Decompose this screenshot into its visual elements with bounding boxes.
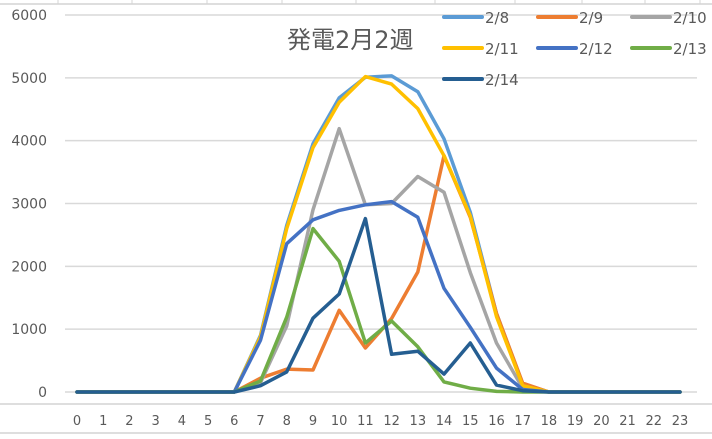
x-tick-label: 23	[672, 414, 689, 429]
series-line-2-9	[75, 153, 682, 394]
series-line-2-10	[75, 126, 682, 394]
legend-label: 2/14	[485, 71, 519, 89]
x-tick-label: 4	[178, 414, 186, 429]
x-tick-label: 3	[152, 414, 160, 429]
x-tick-label: 20	[593, 414, 610, 429]
legend-label: 2/11	[485, 40, 519, 58]
legend-item-2-8: 2/8	[442, 9, 509, 27]
x-tick-label: 13	[410, 414, 427, 429]
x-tick-label: 5	[204, 414, 212, 429]
legend-item-2-13: 2/13	[630, 40, 707, 58]
x-tick-label: 7	[256, 414, 264, 429]
x-tick-label: 1	[99, 414, 107, 429]
x-axis-tick-labels: 0 1 2 3 4 5 6 7 8 9 10 11 12 13 14 15 16 17 18 19 20 21 22 23	[73, 414, 688, 429]
series-line-2-11	[75, 74, 682, 394]
y-tick-label: 5000	[11, 71, 47, 87]
y-tick-label: 1000	[11, 322, 47, 338]
y-tick-label: 2000	[11, 259, 47, 275]
x-tick-label: 15	[462, 414, 479, 429]
x-tick-label: 2	[125, 414, 133, 429]
x-tick-label: 6	[230, 414, 238, 429]
y-axis-tick-labels: 0 1000 2000 3000 4000 5000 6000	[11, 8, 47, 401]
chart-title: 発電2月2週	[287, 26, 414, 54]
series-line-2-8	[75, 74, 682, 394]
series-line-2-13	[75, 226, 682, 394]
series-line-2-14	[75, 216, 682, 394]
x-tick-label: 14	[436, 414, 453, 429]
x-tick-label: 11	[357, 414, 374, 429]
legend: 2/8 2/9 2/10 2/11 2/12 2/13 2/14	[442, 9, 707, 89]
legend-label: 2/8	[485, 9, 509, 27]
x-tick-label: 0	[73, 414, 81, 429]
y-tick-label: 3000	[11, 197, 47, 213]
y-tick-label: 4000	[11, 134, 47, 150]
legend-label: 2/9	[579, 9, 603, 27]
legend-label: 2/13	[673, 40, 707, 58]
x-tick-label: 22	[646, 414, 663, 429]
series-lines	[75, 74, 682, 394]
x-tick-label: 12	[383, 414, 400, 429]
legend-item-2-11: 2/11	[442, 40, 519, 58]
legend-label: 2/10	[673, 9, 707, 27]
x-tick-label: 16	[488, 414, 505, 429]
legend-item-2-10: 2/10	[630, 9, 707, 27]
x-tick-label: 10	[331, 414, 348, 429]
y-tick-label: 6000	[11, 8, 47, 24]
x-tick-label: 9	[309, 414, 317, 429]
x-tick-label: 18	[541, 414, 558, 429]
y-tick-label: 0	[38, 385, 47, 401]
legend-label: 2/12	[579, 40, 613, 58]
x-tick-label: 17	[514, 414, 531, 429]
series-line-2-12	[75, 199, 682, 394]
x-tick-label: 8	[283, 414, 291, 429]
legend-item-2-12: 2/12	[536, 40, 613, 58]
legend-item-2-9: 2/9	[536, 9, 603, 27]
legend-item-2-14: 2/14	[442, 71, 519, 89]
x-tick-label: 19	[567, 414, 584, 429]
x-tick-label: 21	[619, 414, 636, 429]
